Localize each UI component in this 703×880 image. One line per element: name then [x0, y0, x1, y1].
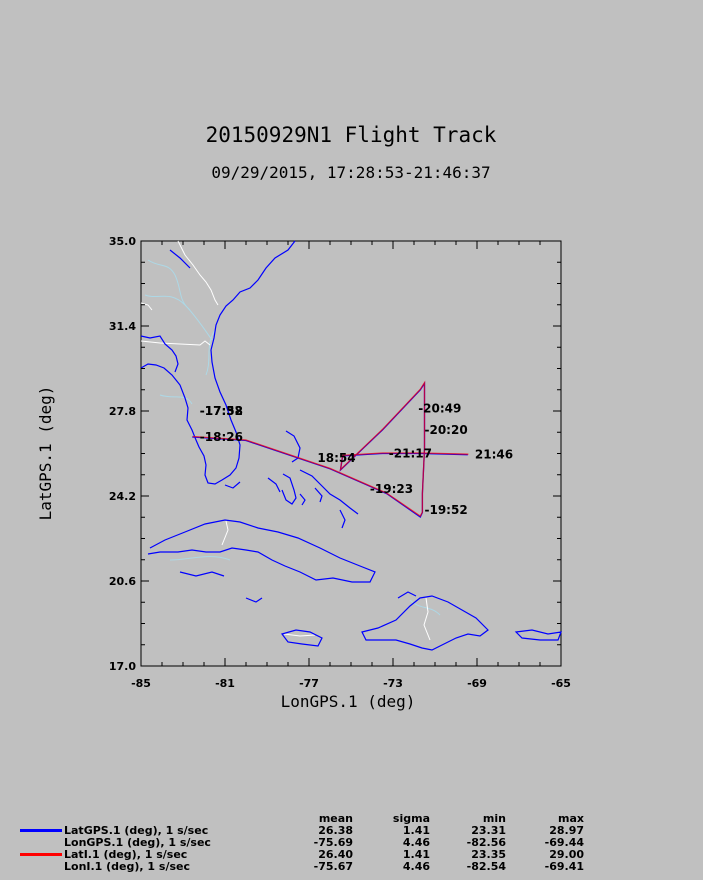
- time-label: -18:26: [200, 430, 243, 444]
- chart-subtitle: 09/29/2015, 17:28:53-21:46:37: [211, 163, 490, 182]
- stats-min: 23.31: [471, 824, 506, 837]
- stats-row: LonI.1 (deg), 1 s/sec -75.67 4.46 -82.54…: [0, 860, 703, 873]
- plot-area: -85 -81 -77 -73 -69 -65 17.0 20.6 24.2 27.8 31.4 35…: [109, 235, 571, 690]
- y-tick-label: 20.6: [109, 575, 136, 588]
- y-axis-label: LatGPS.1 (deg): [36, 386, 55, 521]
- stats-sigma: 4.46: [402, 860, 430, 873]
- stats-mean: 26.40: [318, 848, 353, 861]
- track-line-ins: [192, 380, 469, 518]
- stats-mean: -75.67: [313, 860, 353, 873]
- stats-max: -69.41: [544, 860, 584, 873]
- chart-title: 20150929N1 Flight Track: [206, 123, 497, 147]
- stats-row: LatGPS.1 (deg), 1 s/sec 26.38 1.41 23.31…: [0, 824, 703, 837]
- time-labels: -17:32-17:58 -18:26 18:54 -19:23 -19:52 -20:2…: [200, 402, 513, 518]
- y-tick-label: 24.2: [109, 490, 136, 503]
- stats-row: LonGPS.1 (deg), 1 s/sec -75.69 4.46 -82.…: [0, 836, 703, 849]
- y-tick-label: 35.0: [109, 235, 136, 248]
- time-label: -19:23: [370, 482, 413, 496]
- time-label: -17:58: [200, 404, 243, 418]
- y-tick-label: 27.8: [109, 405, 136, 418]
- x-tick-label: -81: [215, 677, 235, 690]
- stats-max: 29.00: [549, 848, 584, 861]
- y-tick-label: 31.4: [109, 320, 136, 333]
- y-tick-label: 17.0: [109, 660, 136, 673]
- stats-sigma: 1.41: [402, 848, 430, 861]
- stats-header-sigma: sigma: [392, 812, 430, 825]
- stats-series-name: LonGPS.1 (deg), 1 s/sec: [64, 836, 211, 849]
- stats-header-max: max: [558, 812, 584, 825]
- x-axis-label: LonGPS.1 (deg): [281, 692, 416, 711]
- time-label: -20:49: [418, 402, 461, 416]
- stats-header-min: min: [482, 812, 506, 825]
- stats-mean: -75.69: [313, 836, 353, 849]
- state-borders: [140, 240, 431, 641]
- stats-series-name: LatI.1 (deg), 1 s/sec: [64, 848, 188, 861]
- rivers: [144, 259, 441, 616]
- x-tick-label: -69: [467, 677, 487, 690]
- x-tick-label: -85: [131, 677, 151, 690]
- stats-sigma: 4.46: [402, 836, 430, 849]
- axes: -85 -81 -77 -73 -69 -65 17.0 20.6 24.2 27.8 31.4 35…: [109, 235, 571, 690]
- stats-series-name: LonI.1 (deg), 1 s/sec: [64, 860, 191, 873]
- x-tick-label: -73: [383, 677, 403, 690]
- stats-sigma: 1.41: [402, 824, 430, 837]
- stats-series-name: LatGPS.1 (deg), 1 s/sec: [64, 824, 209, 837]
- stats-max: -69.44: [544, 836, 584, 849]
- stats-mean: 26.38: [318, 824, 353, 837]
- stats-min: -82.56: [466, 836, 506, 849]
- stats-min: -82.54: [466, 860, 506, 873]
- stats-header-row: mean sigma min max: [0, 812, 703, 825]
- time-label: 18:54: [317, 451, 355, 465]
- stats-header-mean: mean: [318, 812, 353, 825]
- legend-swatch-latgps: [20, 829, 62, 832]
- stats-row: LatI.1 (deg), 1 s/sec 26.40 1.41 23.35 2…: [0, 848, 703, 861]
- stats-min: 23.35: [471, 848, 506, 861]
- time-label: -19:52: [425, 503, 468, 517]
- x-tick-label: -65: [551, 677, 571, 690]
- time-label: -20:20: [425, 423, 468, 437]
- flight-track-chart: 20150929N1 Flight Track 09/29/2015, 17:2…: [36, 123, 571, 711]
- x-tick-label: -77: [299, 677, 319, 690]
- stats-max: 28.97: [549, 824, 584, 837]
- flight-tracks: [192, 380, 469, 518]
- time-label: -17:32: [200, 404, 243, 418]
- coastlines: [140, 240, 562, 651]
- time-label: 21:46: [475, 448, 513, 462]
- legend-swatch-lati: [20, 853, 62, 856]
- plot-frame: [140, 240, 562, 667]
- statistics-table: mean sigma min max LatGPS.1 (deg), 1 s/s…: [0, 812, 703, 873]
- time-label: -21:17: [389, 447, 432, 461]
